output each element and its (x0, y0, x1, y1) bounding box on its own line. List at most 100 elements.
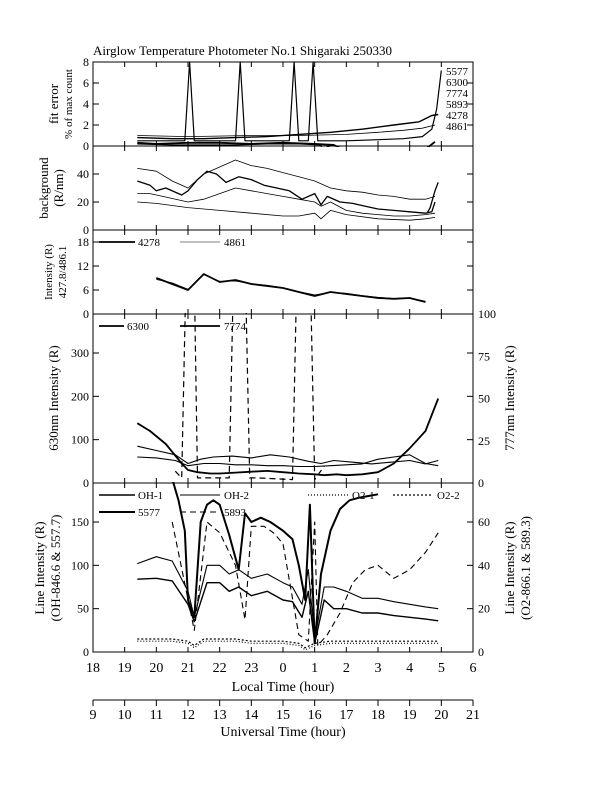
ytick-label-fit-error-2: 4 (83, 97, 89, 111)
series-line-intensity-OH-1 (137, 577, 439, 644)
xlabel-local: Local Time (hour) (232, 680, 335, 695)
legend-oh1-label: OH-1 (138, 490, 163, 502)
ylabel-background-1: background (36, 157, 51, 219)
series-intensity-4278-4861-4861 (156, 274, 426, 302)
ut-tick-label-9: 18 (371, 708, 385, 723)
local-tick-label-6: 0 (280, 661, 287, 676)
ytick-label-630-777-1: 100 (71, 433, 89, 447)
figure-title: Airglow Temperature Photometer No.1 Shig… (93, 43, 392, 58)
y2tick-label-630-777-2: 50 (478, 392, 490, 406)
legend-5893-label: 5893 (224, 507, 247, 519)
ytick-label-line-intensity-2: 100 (71, 558, 89, 572)
local-tick-label-10: 4 (406, 661, 413, 676)
ytick-label-630-777-3: 300 (71, 346, 89, 360)
series-background-b3 (137, 187, 436, 217)
local-tick-label-9: 3 (375, 661, 382, 676)
series-background-b1 (137, 159, 436, 200)
y2tick-label-630-777-1: 25 (478, 434, 490, 448)
local-tick-label-11: 5 (438, 661, 445, 676)
series-630-777-7774 (174, 313, 325, 481)
ylabel-line-right-1: Line Intensity (R) (502, 521, 517, 614)
legend-4861-label: 4861 (224, 237, 246, 249)
series-fit-error-e5 (137, 143, 330, 147)
series-background-b4 (137, 201, 436, 221)
panel-background-frame (92, 145, 474, 231)
ut-tick-label-1: 10 (118, 708, 132, 723)
fit-error-legend: 5577 6300 7774 5893 4278 4861 (446, 66, 469, 133)
series-background-b5 (426, 182, 439, 214)
ylabel-777: 777nm Intensity (R) (502, 345, 517, 450)
ytick-label-intensity-4278-4861-2: 12 (77, 259, 89, 273)
series-intensity-4278-4861-4278 (155, 273, 426, 303)
ytick-label-intensity-4278-4861-1: 6 (83, 283, 89, 297)
series-630-777-6300b (137, 445, 439, 465)
series-630-777-6300 (136, 398, 440, 477)
series-line-intensity-O2-2 (137, 638, 439, 649)
ylabel-line-right-2: (O2-866.1 & 589.3) (518, 516, 533, 620)
local-tick-label-1: 19 (118, 661, 132, 676)
series-line-intensity-O2-1 (137, 640, 439, 651)
y2tick-label-line-intensity-3: 60 (478, 515, 490, 529)
ylabel-background-2: (R/nm) (51, 169, 66, 207)
ut-tick-label-12: 21 (466, 708, 480, 723)
dynamic-layer: 0246802040061218010020030002550751000501… (71, 55, 496, 723)
y2tick-label-630-777-3: 75 (478, 349, 490, 363)
ytick-label-line-intensity-0: 0 (83, 645, 89, 659)
ytick-label-630-777-2: 200 (71, 389, 89, 403)
ytick-label-fit-error-3: 6 (83, 76, 89, 90)
xlabel-ut: Universal Time (hour) (220, 725, 346, 740)
ut-tick-label-4: 13 (213, 708, 227, 723)
ytick-label-fit-error-0: 0 (83, 139, 89, 153)
ylabel-fit-error-2: % of max count (63, 69, 75, 139)
series-fit-error-e2 (137, 61, 442, 142)
ylabel-fit-error-1: fit error (46, 83, 61, 124)
ytick-label-fit-error-1: 2 (83, 118, 89, 132)
ytick-label-background-0: 0 (83, 223, 89, 237)
legend-5577-label: 5577 (138, 507, 161, 519)
ylabel-line-1: Line Intensity (R) (32, 521, 47, 614)
ut-tick-label-10: 19 (403, 708, 417, 723)
ylabel-line-2: (OH-846.6 & 557.7) (48, 515, 63, 622)
ytick-label-630-777-0: 0 (83, 476, 89, 490)
series-line-intensity-5577 (172, 482, 379, 645)
local-tick-label-0: 18 (86, 661, 100, 676)
ut-tick-label-3: 12 (181, 708, 195, 723)
ytick-label-intensity-4278-4861-3: 18 (77, 235, 89, 249)
legend-6300-label: 6300 (127, 321, 150, 333)
y2tick-label-line-intensity-0: 0 (478, 645, 484, 659)
series-fit-error-e4 (137, 141, 436, 147)
fit-legend-5893: 5893 (446, 99, 469, 111)
ut-tick-label-7: 16 (308, 708, 322, 723)
series-fit-error-e3 (137, 124, 436, 138)
local-tick-label-12: 6 (470, 661, 477, 676)
fit-legend-6300: 6300 (446, 77, 469, 89)
ytick-label-background-1: 20 (77, 195, 89, 209)
legend-7774-label: 7774 (224, 321, 247, 333)
legend-4278-label: 4278 (138, 237, 161, 249)
fit-legend-5577: 5577 (446, 66, 469, 78)
local-tick-label-3: 21 (181, 661, 195, 676)
local-tick-label-2: 20 (149, 661, 163, 676)
panel-fit-error-frame (92, 61, 474, 147)
y2tick-label-line-intensity-2: 40 (478, 558, 490, 572)
fit-legend-7774: 7774 (446, 88, 469, 100)
legend-oh2-label: OH-2 (224, 490, 249, 502)
ytick-label-line-intensity-1: 50 (77, 602, 89, 616)
ut-tick-label-11: 20 (434, 708, 448, 723)
legend-o22-label: O2-2 (437, 490, 460, 502)
ut-tick-label-5: 14 (244, 708, 258, 723)
ytick-label-intensity-4278-4861-0: 0 (83, 307, 89, 321)
local-tick-label-8: 2 (343, 661, 350, 676)
y2tick-label-line-intensity-1: 20 (478, 602, 490, 616)
series-line-intensity-5893 (171, 521, 439, 647)
y2tick-label-630-777-4: 100 (478, 307, 496, 321)
series-background-b2 (137, 170, 436, 214)
series-fit-error-e1 (137, 113, 439, 140)
ytick-label-background-2: 40 (77, 167, 89, 181)
series-630-777-6300c (137, 454, 439, 468)
ut-tick-label-2: 11 (150, 708, 163, 723)
ytick-label-line-intensity-3: 150 (71, 515, 89, 529)
fit-legend-4861: 4861 (446, 121, 468, 133)
local-tick-label-7: 1 (311, 661, 318, 676)
